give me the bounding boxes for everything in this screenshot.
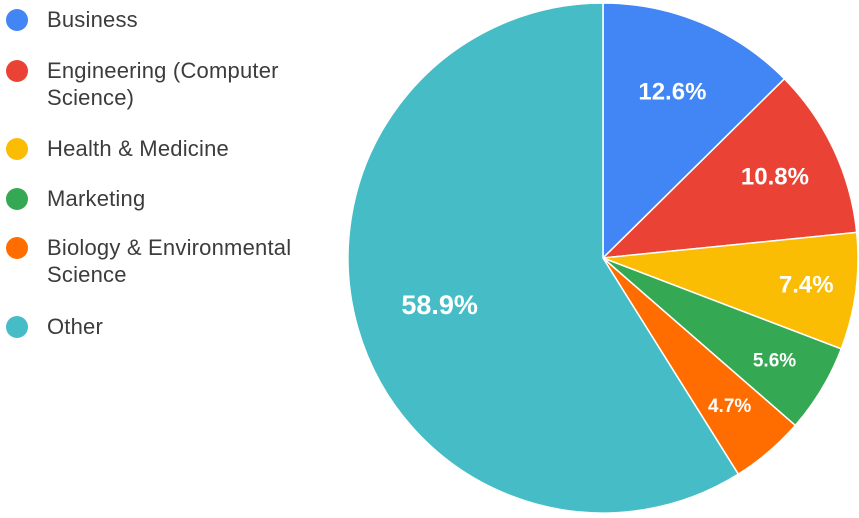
legend-label: Marketing [47, 186, 146, 211]
legend-swatch [6, 237, 28, 259]
slice-value-label: 7.4% [779, 271, 834, 298]
pie-slice[interactable] [602, 2, 786, 260]
slice-value-label: 12.6% [638, 78, 706, 105]
legend-swatch [6, 60, 28, 82]
slice-value-label: 10.8% [741, 164, 809, 191]
legend-label: Other [47, 314, 104, 339]
slice-value-label: 5.6% [753, 350, 796, 371]
legend-label: Engineering (Computer Science) [47, 58, 279, 110]
legend-swatch [6, 188, 28, 210]
legend-label: Biology & Environmental Science [47, 235, 292, 287]
legend-label: Business [47, 7, 138, 32]
legend-label: Health & Medicine [47, 136, 229, 161]
legend-swatch [6, 316, 28, 338]
slice-value-label: 58.9% [401, 290, 478, 320]
pie-slice[interactable] [602, 231, 859, 350]
legend-swatch [6, 9, 28, 31]
pie-slice[interactable] [347, 2, 740, 514]
slice-value-label: 4.7% [708, 396, 751, 417]
legend-swatch [6, 138, 28, 160]
pie-slice[interactable] [600, 77, 858, 259]
